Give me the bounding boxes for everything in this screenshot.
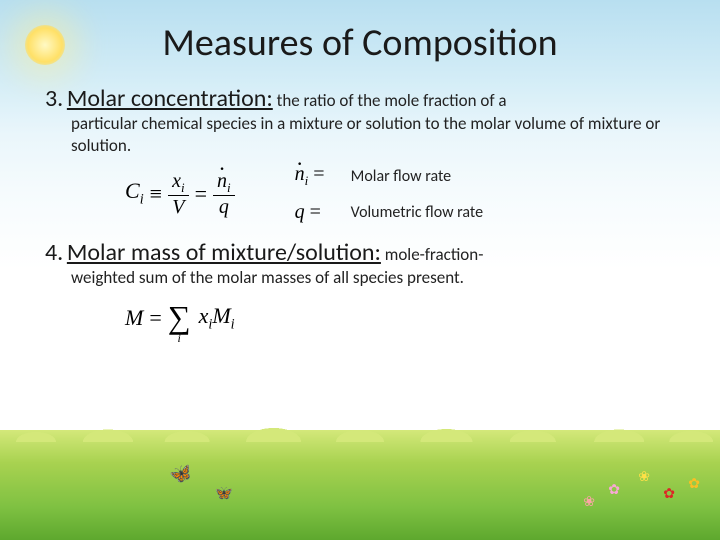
- equation-row: Ci ≡ xi V = ni q ni = Molar flow rate: [45, 163, 675, 224]
- side-term: q = Volumetric flow rate: [295, 201, 483, 224]
- section-definition-rest: particular chemical species in a mixture…: [45, 113, 675, 157]
- flower-icon: ✿: [663, 485, 675, 502]
- section-definition: mole-fraction-: [381, 244, 483, 265]
- flower-icon: ✿: [688, 475, 700, 492]
- section-definition-rest: weighted sum of the molar masses of all …: [45, 267, 675, 289]
- section-number: 4.: [45, 238, 63, 267]
- side-term-label: Volumetric flow rate: [351, 203, 483, 222]
- side-term-label: Molar flow rate: [351, 167, 451, 186]
- flower-icon: ❀: [583, 493, 595, 510]
- sum-equation: M = ∑i xiMi: [45, 299, 675, 336]
- butterfly-icon: 🦋: [214, 484, 234, 504]
- section-4: 4. Molar mass of mixture/solution: mole-…: [45, 238, 675, 336]
- section-definition: the ratio of the mole fraction of a: [273, 90, 507, 111]
- section-heading: Molar mass of mixture/solution:: [67, 238, 381, 267]
- side-term: ni = Molar flow rate: [295, 163, 483, 189]
- main-equation: Ci ≡ xi V = ni q: [125, 170, 235, 218]
- slide-title: Measures of Composition: [45, 20, 675, 66]
- slide-content: Measures of Composition 3. Molar concent…: [0, 0, 720, 336]
- side-terms: ni = Molar flow rate q = Volumetric flow…: [295, 163, 483, 224]
- section-heading: Molar concentration:: [67, 84, 273, 113]
- flower-icon: ✿: [608, 481, 620, 498]
- section-3: 3. Molar concentration: the ratio of the…: [45, 84, 675, 224]
- section-number: 3.: [45, 84, 63, 113]
- flower-icon: ❀: [638, 468, 650, 485]
